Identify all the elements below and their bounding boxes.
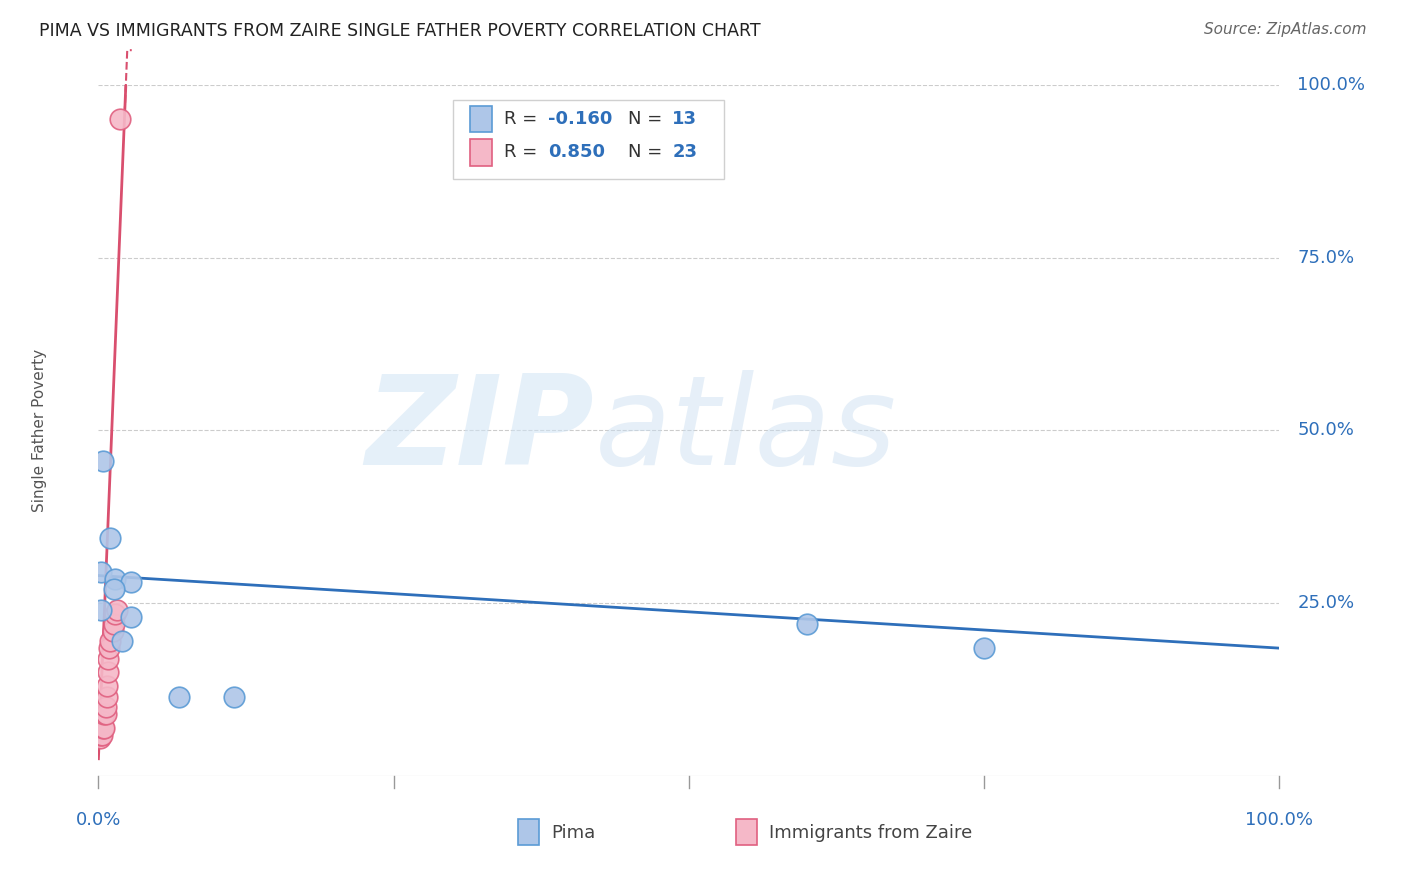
Point (91, 728, 114, 742)
Point (121, 610, 143, 624)
Text: Immigrants from Zaire: Immigrants from Zaire (769, 823, 973, 842)
Text: 25.0%: 25.0% (1298, 594, 1354, 612)
Point (90, 728, 112, 742)
Point (89, 724, 111, 739)
Text: 50.0%: 50.0% (1298, 421, 1354, 440)
Text: N =: N = (627, 111, 662, 128)
Point (97, 665, 120, 680)
Point (97, 651, 120, 665)
Text: Pima: Pima (551, 823, 595, 842)
Text: 0.0%: 0.0% (76, 811, 121, 829)
Point (94, 699, 117, 714)
Text: ZIP: ZIP (366, 370, 595, 491)
Point (89, 731, 111, 745)
Point (103, 617, 125, 632)
Point (98, 634, 121, 648)
Point (796, 617, 818, 632)
Text: 100.0%: 100.0% (1246, 811, 1313, 829)
Point (96, 690, 118, 704)
Text: 100.0%: 100.0% (1298, 76, 1365, 94)
Text: -0.160: -0.160 (548, 111, 613, 128)
Text: 13: 13 (672, 111, 697, 128)
Point (103, 582, 125, 597)
Text: 75.0%: 75.0% (1298, 249, 1354, 267)
Point (96, 679, 118, 693)
Point (90, 565, 112, 579)
Point (167, 690, 190, 704)
Bar (737, 819, 758, 846)
Point (104, 572, 127, 586)
Point (101, 624, 124, 638)
Point (93, 721, 115, 735)
Point (108, 112, 131, 127)
Point (90, 603, 112, 617)
Text: PIMA VS IMMIGRANTS FROM ZAIRE SINGLE FATHER POVERTY CORRELATION CHART: PIMA VS IMMIGRANTS FROM ZAIRE SINGLE FAT… (39, 22, 761, 40)
Text: Single Father Poverty: Single Father Poverty (32, 349, 46, 512)
Bar (517, 819, 538, 846)
Text: N =: N = (627, 144, 662, 161)
Point (98, 531, 121, 545)
Text: Source: ZipAtlas.com: Source: ZipAtlas.com (1204, 22, 1367, 37)
FancyBboxPatch shape (453, 100, 724, 179)
Text: R =: R = (503, 111, 537, 128)
Bar (471, 106, 492, 132)
Text: 0.850: 0.850 (548, 144, 606, 161)
Point (91, 714, 114, 728)
Point (91, 706, 114, 721)
Text: R =: R = (503, 144, 537, 161)
Text: atlas: atlas (595, 370, 897, 491)
Point (973, 641, 995, 656)
Point (224, 690, 246, 704)
Point (90, 717, 112, 731)
Point (105, 603, 128, 617)
Point (91, 454, 114, 468)
Point (121, 575, 143, 590)
Text: 23: 23 (672, 144, 697, 161)
Point (111, 634, 134, 648)
Point (94, 706, 117, 721)
Point (104, 607, 127, 621)
Point (93, 706, 115, 721)
Point (98, 641, 121, 656)
Bar (471, 139, 492, 166)
Point (91, 721, 114, 735)
